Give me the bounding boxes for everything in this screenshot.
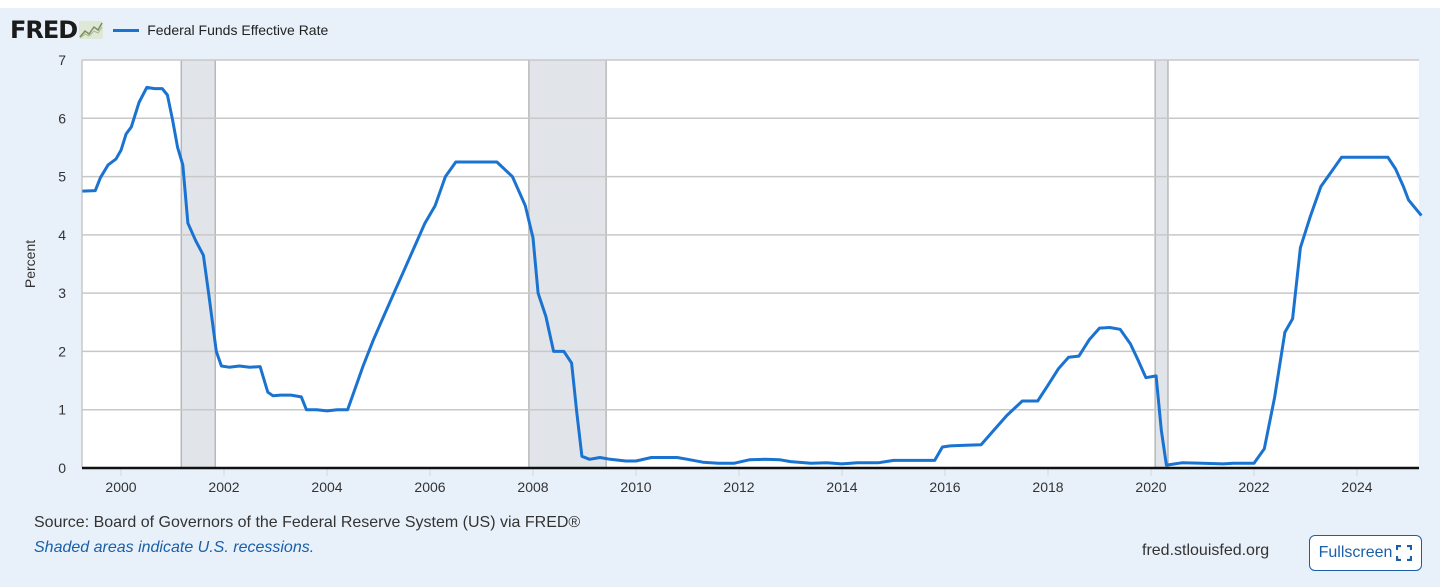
x-tick-label: 2000: [105, 479, 136, 495]
site-link[interactable]: fred.stlouisfed.org: [1142, 542, 1270, 559]
plot-area: [82, 60, 1419, 468]
y-tick-label: 5: [58, 169, 66, 185]
y-tick-label: 4: [58, 227, 66, 243]
y-tick-label: 6: [58, 110, 66, 126]
x-tick-label: 2024: [1341, 479, 1372, 495]
recession-band: [1155, 60, 1168, 468]
y-tick-label: 1: [58, 402, 66, 418]
legend-line-swatch: [113, 28, 140, 32]
recession-note[interactable]: Shaded areas indicate U.S. recessions.: [34, 539, 315, 556]
y-tick-label: 7: [58, 52, 66, 68]
line-chart[interactable]: 0 1 2 3 4 5 6 7 Percent 2000 2002 2004 2006 2008 2010 2…: [0, 0, 1440, 510]
x-tick-label: 2014: [826, 479, 857, 495]
expand-icon: [1396, 545, 1413, 561]
x-tick-label: 2012: [723, 479, 754, 495]
x-tick-label: 2016: [929, 479, 960, 495]
source-text: Source: Board of Governors of the Federa…: [34, 514, 581, 531]
legend-label[interactable]: Federal Funds Effective Rate: [147, 22, 329, 38]
y-tick-label: 3: [58, 285, 66, 301]
x-tick-label: 2022: [1238, 479, 1269, 495]
recession-band: [181, 60, 216, 468]
y-axis-label: Percent: [22, 240, 38, 288]
chart-header: FRED Federal Funds Effective Rate: [10, 15, 328, 45]
x-tick-label: 2004: [311, 479, 342, 495]
recession-band: [528, 60, 607, 468]
fullscreen-label: Fullscreen: [1318, 544, 1393, 561]
fred-logo[interactable]: FRED: [10, 16, 78, 44]
x-tick-label: 2020: [1135, 479, 1166, 495]
mini-line-chart-icon: [79, 21, 104, 39]
fullscreen-button[interactable]: Fullscreen: [1309, 535, 1422, 571]
x-tick-label: 2002: [208, 479, 239, 495]
y-tick-label: 2: [58, 343, 66, 359]
x-tick-label: 2008: [517, 479, 548, 495]
x-tick-label: 2006: [414, 479, 445, 495]
top-margin: [0, 0, 1440, 8]
y-tick-label: 0: [58, 460, 66, 476]
x-tick-label: 2010: [620, 479, 651, 495]
series-line[interactable]: [82, 85, 1423, 467]
x-tick-label: 2018: [1032, 479, 1063, 495]
